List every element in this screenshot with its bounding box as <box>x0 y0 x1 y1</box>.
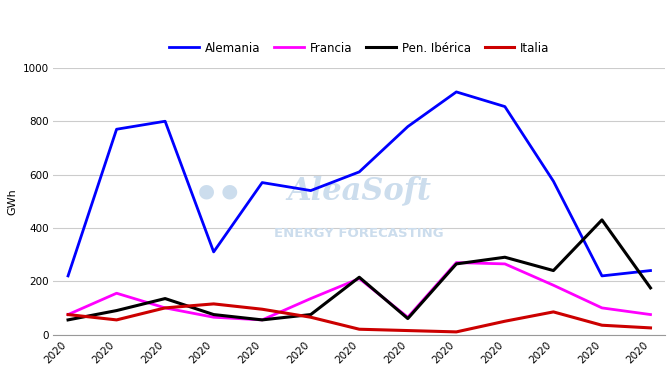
Line: Francia: Francia <box>68 263 650 320</box>
Italia <box>64 312 72 317</box>
Pen. Ibérica <box>306 312 314 317</box>
Francia <box>64 312 72 317</box>
Alemania <box>550 179 558 183</box>
Francia <box>404 315 412 320</box>
Italia <box>112 318 120 322</box>
Alemania <box>306 188 314 193</box>
Francia <box>161 306 169 310</box>
Alemania <box>452 90 460 94</box>
Text: AleaSoft: AleaSoft <box>287 175 431 206</box>
Pen. Ibérica <box>355 275 364 279</box>
Francia <box>210 315 218 320</box>
Alemania <box>64 274 72 278</box>
Italia <box>452 330 460 334</box>
Francia <box>112 291 120 295</box>
Pen. Ibérica <box>452 262 460 266</box>
Italia <box>598 323 606 327</box>
Pen. Ibérica <box>161 296 169 301</box>
Alemania <box>112 127 120 131</box>
Pen. Ibérica <box>64 318 72 322</box>
Line: Alemania: Alemania <box>68 92 650 276</box>
Pen. Ibérica <box>501 255 509 259</box>
Alemania <box>161 119 169 124</box>
Alemania <box>646 268 655 273</box>
Italia <box>355 327 364 331</box>
Y-axis label: GWh: GWh <box>7 188 17 215</box>
Italia <box>306 315 314 320</box>
Pen. Ibérica <box>112 308 120 313</box>
Italia <box>258 307 266 311</box>
Pen. Ibérica <box>258 318 266 322</box>
Alemania <box>210 250 218 254</box>
Alemania <box>598 274 606 278</box>
Italia <box>404 328 412 333</box>
Francia <box>258 318 266 322</box>
Alemania <box>258 180 266 185</box>
Line: Pen. Ibérica: Pen. Ibérica <box>68 220 650 320</box>
Francia <box>355 276 364 281</box>
Line: Italia: Italia <box>68 304 650 332</box>
Francia <box>501 262 509 266</box>
Italia <box>210 302 218 306</box>
Italia <box>501 319 509 324</box>
Francia <box>646 312 655 317</box>
Pen. Ibérica <box>598 218 606 222</box>
Alemania <box>501 105 509 109</box>
Francia <box>550 283 558 288</box>
Text: ENERGY FORECASTING: ENERGY FORECASTING <box>274 227 444 240</box>
Alemania <box>355 170 364 174</box>
Italia <box>646 326 655 330</box>
Legend: Alemania, Francia, Pen. Ibérica, Italia: Alemania, Francia, Pen. Ibérica, Italia <box>164 37 554 60</box>
Italia <box>550 310 558 314</box>
Alemania <box>404 124 412 129</box>
Pen. Ibérica <box>210 312 218 317</box>
Text: ● ●: ● ● <box>198 181 239 200</box>
Francia <box>306 296 314 301</box>
Francia <box>452 260 460 265</box>
Pen. Ibérica <box>404 316 412 321</box>
Pen. Ibérica <box>550 268 558 273</box>
Francia <box>598 306 606 310</box>
Italia <box>161 306 169 310</box>
Pen. Ibérica <box>646 286 655 290</box>
